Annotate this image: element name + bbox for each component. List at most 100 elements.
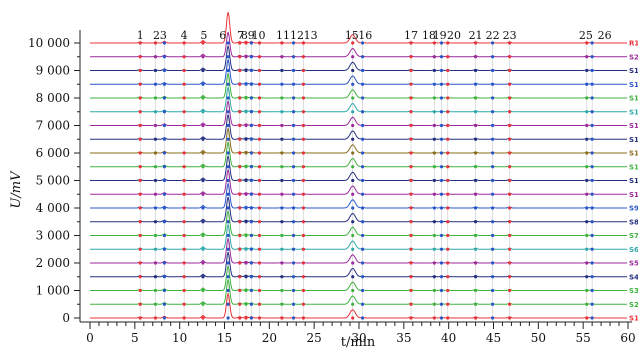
peak-marker xyxy=(473,233,478,238)
peak-number-label: 22 xyxy=(486,29,500,42)
peak-marker xyxy=(291,96,296,100)
peak-marker xyxy=(508,123,512,128)
peak-marker xyxy=(201,316,205,320)
trace-line xyxy=(90,100,628,127)
peak-marker xyxy=(409,192,413,196)
peak-marker xyxy=(301,123,306,128)
trace-line xyxy=(90,224,628,250)
peak-marker xyxy=(446,302,450,306)
peak-marker xyxy=(226,96,230,100)
peak-marker xyxy=(432,96,436,100)
peak-marker xyxy=(162,206,167,210)
trace-line xyxy=(90,86,628,113)
peak-marker xyxy=(508,110,512,114)
peak-marker xyxy=(439,123,444,128)
peak-marker xyxy=(182,55,186,59)
peak-marker xyxy=(153,206,158,210)
trace-line xyxy=(90,73,628,99)
peak-marker xyxy=(201,288,205,293)
peak-marker xyxy=(280,275,284,279)
peak-marker xyxy=(351,178,355,183)
peak-marker xyxy=(153,123,158,128)
peak-marker xyxy=(138,41,142,45)
peak-marker xyxy=(244,192,248,196)
peak-marker xyxy=(138,55,142,59)
peak-number-label: 26 xyxy=(598,29,612,42)
peak-marker xyxy=(249,151,253,155)
x-tick-label: 20 xyxy=(262,331,277,345)
peak-marker xyxy=(153,233,158,238)
peak-marker xyxy=(473,220,478,224)
peak-marker xyxy=(301,220,306,224)
peak-marker xyxy=(162,288,167,293)
trace-label: S1 xyxy=(629,67,638,75)
peak-marker xyxy=(153,55,158,59)
peak-marker xyxy=(351,275,355,279)
trace-line xyxy=(90,251,628,278)
peak-marker xyxy=(244,123,248,128)
trace-label: S6 xyxy=(629,246,638,254)
peak-marker xyxy=(182,302,186,306)
peak-marker xyxy=(162,96,167,100)
peak-marker xyxy=(439,96,444,100)
peak-marker xyxy=(409,68,413,73)
peak-marker xyxy=(590,178,594,183)
peak-marker xyxy=(432,247,436,251)
peak-marker xyxy=(432,206,436,210)
trace-label: S1 xyxy=(629,177,638,185)
peak-marker xyxy=(291,137,296,141)
peak-marker xyxy=(291,275,296,279)
peak-marker xyxy=(153,288,158,293)
peak-marker xyxy=(301,288,306,293)
peak-marker xyxy=(249,123,253,128)
peak-marker xyxy=(153,137,158,141)
peak-marker xyxy=(280,55,284,59)
peak-marker xyxy=(280,137,284,141)
peak-marker xyxy=(491,247,495,251)
peak-marker xyxy=(280,178,284,183)
peak-marker xyxy=(473,68,478,73)
y-tick-label: 9 000 xyxy=(36,64,70,78)
peak-marker xyxy=(491,68,495,73)
peak-marker xyxy=(491,261,495,265)
peak-marker xyxy=(238,165,242,169)
peak-number-label: 17 xyxy=(404,29,418,42)
peak-marker xyxy=(439,192,444,196)
peak-marker xyxy=(244,178,248,183)
trace-line xyxy=(90,169,628,195)
peak-marker xyxy=(226,82,230,86)
peak-marker xyxy=(360,178,365,183)
peak-marker xyxy=(257,68,262,73)
peak-marker xyxy=(244,220,248,224)
peak-number-label: 89 xyxy=(241,29,255,42)
peak-marker xyxy=(360,302,365,306)
peak-marker xyxy=(360,137,365,141)
peak-marker xyxy=(238,137,242,141)
peak-marker xyxy=(226,288,230,293)
peak-marker xyxy=(244,275,248,279)
trace-label: S1 xyxy=(629,315,638,323)
peak-marker xyxy=(590,82,594,86)
peak-marker xyxy=(351,137,355,141)
peak-marker xyxy=(280,247,284,251)
peak-marker xyxy=(446,41,450,45)
peak-marker xyxy=(249,110,253,114)
peak-marker xyxy=(508,178,512,183)
peak-number-label: 10 xyxy=(252,29,266,42)
peak-marker xyxy=(138,151,142,155)
peak-marker xyxy=(508,151,512,155)
peak-marker xyxy=(249,178,253,183)
peak-marker xyxy=(257,233,262,238)
peak-marker xyxy=(432,275,436,279)
peak-marker xyxy=(473,206,478,210)
peak-marker xyxy=(432,316,436,320)
peak-marker xyxy=(226,261,230,265)
peak-marker xyxy=(360,55,365,59)
y-tick-label: 5 000 xyxy=(36,174,70,188)
peak-marker xyxy=(473,96,478,100)
peak-number-label: 23 xyxy=(153,29,167,42)
y-tick-label: 7 000 xyxy=(36,119,70,133)
peak-marker xyxy=(439,68,444,73)
peak-marker xyxy=(351,96,355,100)
peak-marker xyxy=(153,96,158,100)
